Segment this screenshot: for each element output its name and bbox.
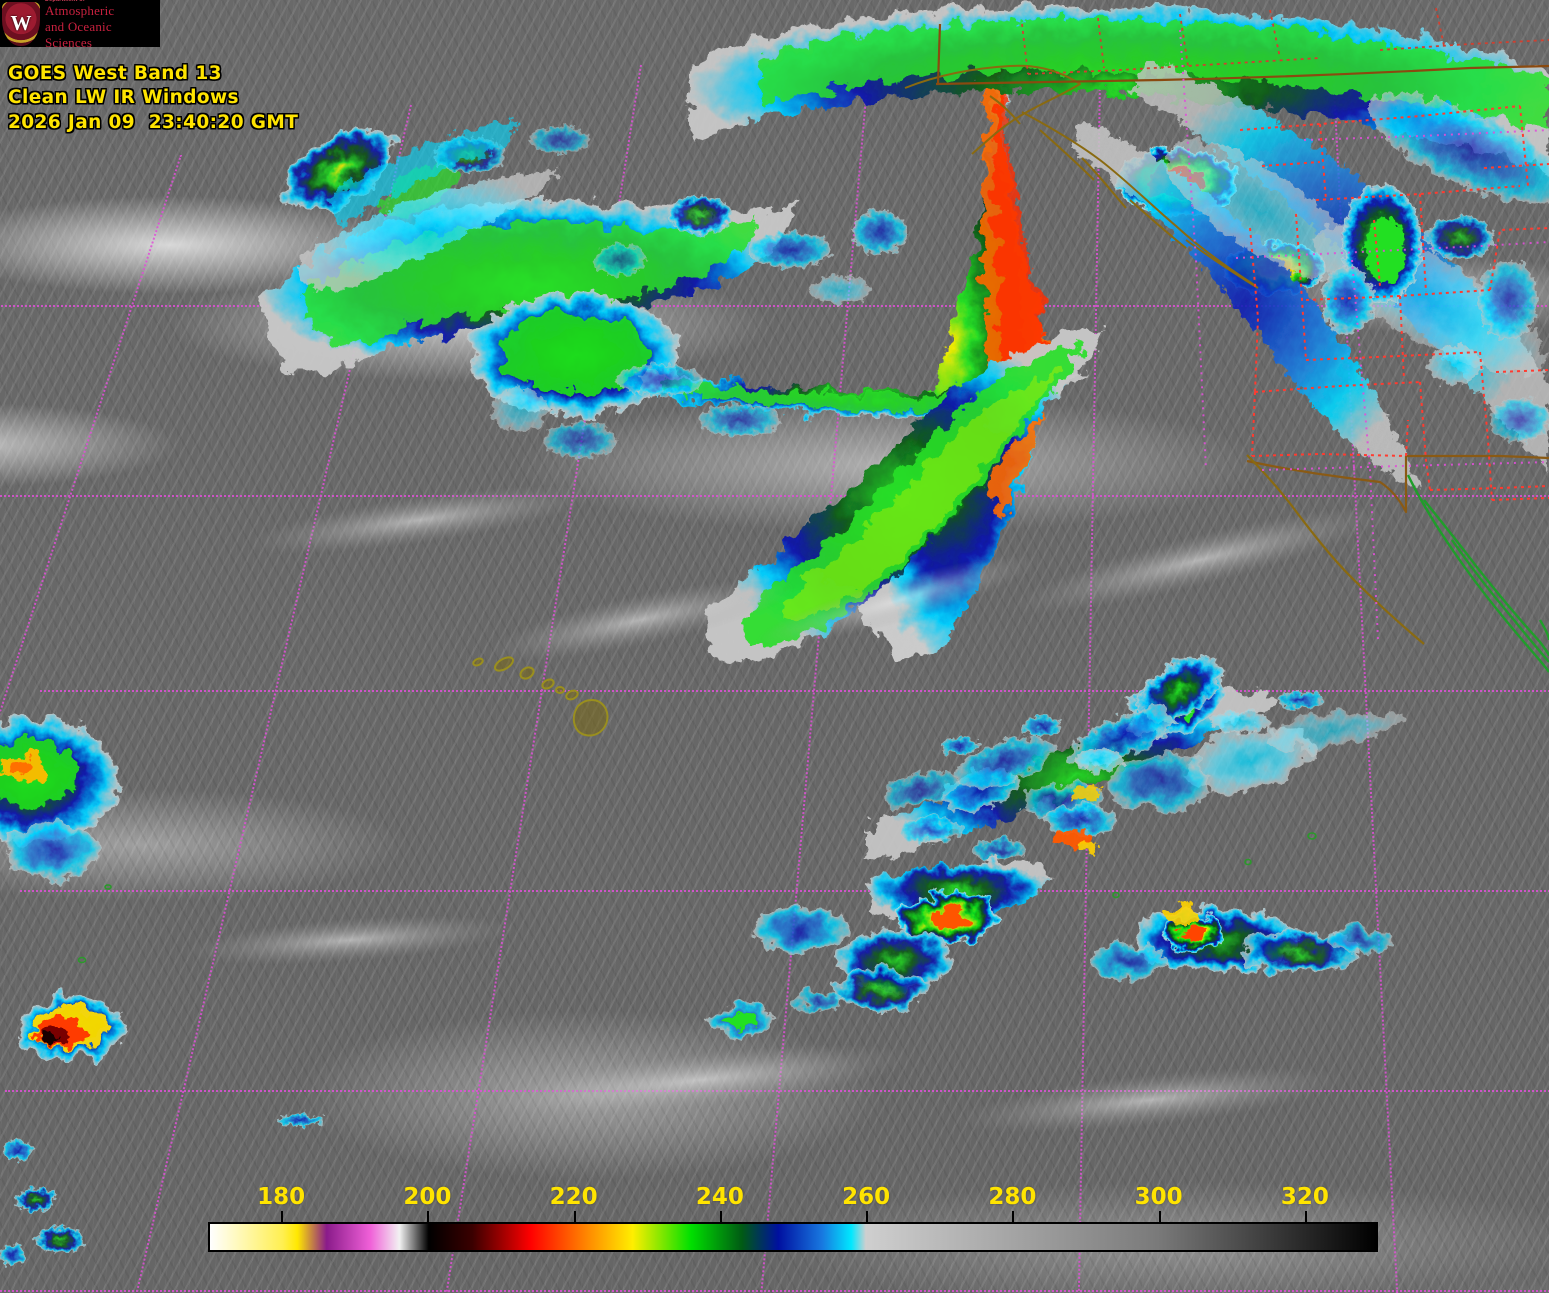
colorbar-tick-label: 320 (1280, 1184, 1329, 1210)
logo-line-1: Atmospheric (45, 2, 115, 18)
colorbar-tick (573, 1211, 576, 1222)
colorbar-tick-label: 220 (549, 1184, 598, 1210)
colorbar-tick-label: 200 (403, 1184, 452, 1210)
colorbar-tick (281, 1211, 284, 1222)
colorbar-tick (1304, 1211, 1307, 1222)
colorbar-tick (427, 1211, 430, 1222)
colorbar-tick-label: 280 (988, 1184, 1037, 1210)
logo-text: Department of Atmospheric and Oceanic Sc… (45, 0, 160, 51)
logo-department-line: Department of (45, 0, 160, 3)
colorbar: 180 200 220 240 260 280 300 320 (208, 1184, 1378, 1252)
colorbar-gradient (208, 1222, 1378, 1252)
product-title-block: GOES West Band 13 Clean LW IR Windows 20… (8, 63, 299, 133)
colorbar-tick-label: 240 (695, 1184, 744, 1210)
uw-crest-icon (2, 1, 40, 46)
logo-line-2: and Oceanic Sciences (45, 18, 112, 50)
colorbar-tick (1158, 1211, 1161, 1222)
colorbar-tick (719, 1211, 722, 1222)
colorbar-tick-label: 300 (1134, 1184, 1183, 1210)
colorbar-tick (866, 1211, 869, 1222)
colorbar-tick (1012, 1211, 1015, 1222)
colorbar-tick-label: 180 (257, 1184, 306, 1210)
uw-aos-logo: Department of Atmospheric and Oceanic Sc… (0, 0, 160, 50)
colorbar-tick-label: 260 (842, 1184, 891, 1210)
